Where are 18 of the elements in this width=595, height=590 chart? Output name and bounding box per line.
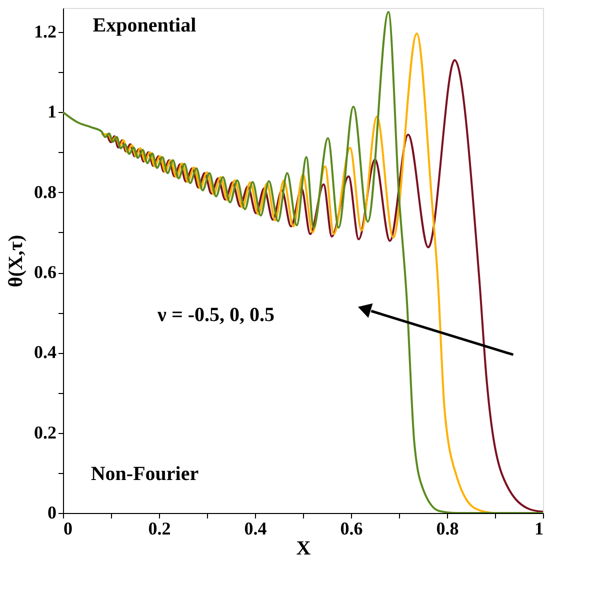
x-tick-label: 0.8 xyxy=(436,518,459,538)
y-axis-title: θ(X,τ) xyxy=(5,234,27,288)
y-tick-label: 1.2 xyxy=(34,22,56,42)
x-tick-label: 0 xyxy=(64,518,72,538)
x-tick-label: 0.6 xyxy=(340,518,363,538)
x-tick-label: 0.2 xyxy=(148,518,171,538)
annotation: ν = -0.5, 0, 0.5 xyxy=(156,304,275,326)
x-tick-label: 1 xyxy=(534,518,544,538)
y-tick-label: 1 xyxy=(48,102,56,122)
x-axis-title: X xyxy=(296,538,312,560)
x-tick-label: 0.4 xyxy=(244,518,267,538)
y-tick-label: 0.8 xyxy=(34,182,56,202)
y-tick-label: 0.4 xyxy=(34,342,56,362)
y-tick-label: 0 xyxy=(48,502,56,522)
annotation: Non-Fourier xyxy=(90,463,199,486)
y-tick-label: 0.2 xyxy=(34,422,56,442)
y-tick-label: 0.6 xyxy=(34,262,56,282)
annotation: Exponential xyxy=(92,14,197,37)
